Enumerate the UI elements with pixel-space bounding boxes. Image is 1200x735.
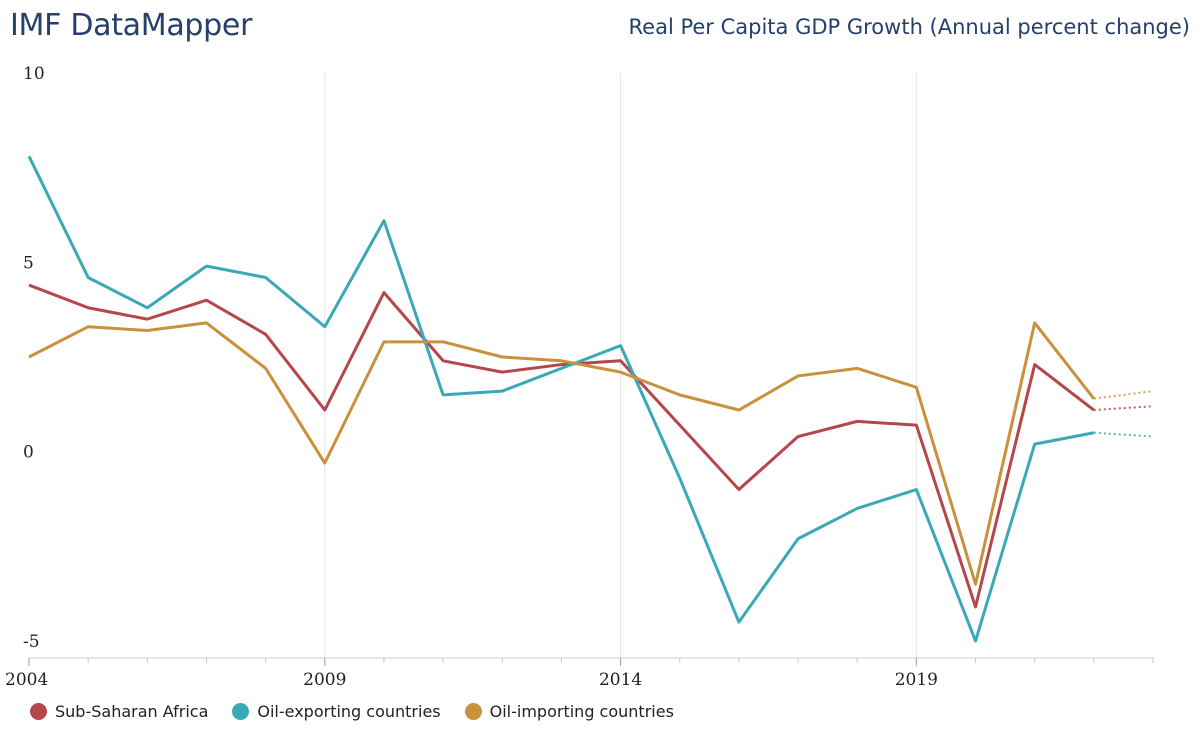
series-line (28, 321, 1096, 586)
y-tick-label: -5 (23, 632, 40, 652)
y-tick-label: 5 (23, 253, 34, 273)
series-projection-line (1093, 390, 1154, 400)
legend-dot-icon (30, 703, 47, 720)
series-line (27, 155, 1095, 643)
y-tick-label: 0 (23, 443, 34, 463)
legend: Sub-Saharan Africa Oil-exporting countri… (30, 702, 674, 721)
x-tick-label: 2019 (895, 670, 938, 690)
series-projection-line (1093, 405, 1154, 412)
x-tick-label: 2014 (599, 670, 642, 690)
legend-label: Oil-exporting countries (257, 702, 441, 721)
legend-label: Oil-importing countries (489, 702, 674, 721)
legend-item-sub-saharan-africa[interactable]: Sub-Saharan Africa (30, 702, 208, 721)
legend-item-oil-importing[interactable]: Oil-importing countries (464, 702, 674, 721)
legend-item-oil-exporting[interactable]: Oil-exporting countries (232, 702, 441, 721)
legend-dot-icon (232, 703, 250, 720)
x-tick-label: 2004 (5, 670, 48, 690)
series-line (28, 283, 1095, 609)
legend-label: Sub-Saharan Africa (55, 702, 209, 721)
x-tick-label: 2009 (303, 670, 346, 690)
y-tick-label: 10 (23, 64, 45, 84)
legend-dot-icon (464, 703, 482, 720)
series-projection-line (1093, 431, 1154, 438)
brand-logo-text: IMF DataMapper (10, 8, 253, 43)
chart-title: Real Per Capita GDP Growth (Annual perce… (628, 15, 1190, 39)
